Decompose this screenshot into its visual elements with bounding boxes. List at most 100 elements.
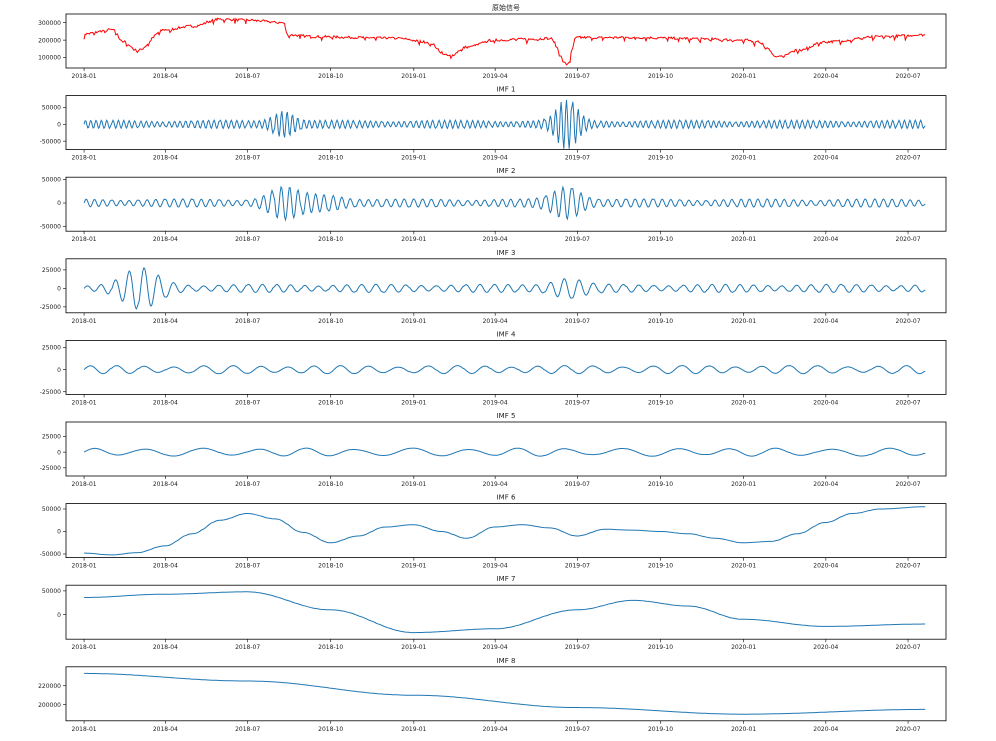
- subplot-6: IMF 5 -25000 0 25000 2018-01 2018-04 2018-07 20…: [40, 412, 947, 488]
- x-tick-label: 2020-01: [731, 236, 756, 243]
- subplot-4: IMF 3 -25000 0 25000 2018-01 2018-04 2018-07 20…: [40, 249, 947, 325]
- x-tick-label: 2019-01: [401, 155, 426, 162]
- x-tick-label: 2020-07: [896, 726, 921, 733]
- subplot-title: IMF 6: [497, 494, 516, 502]
- series-line: [84, 591, 926, 634]
- x-tick-label: 2018-01: [72, 236, 97, 243]
- x-tick-label: 2020-04: [813, 73, 838, 80]
- x-tick-label: 2019-01: [401, 644, 426, 651]
- x-tick-label: 2019-07: [565, 726, 590, 733]
- series-line: [84, 506, 926, 556]
- x-tick-label: 2018-04: [153, 236, 178, 243]
- x-tick-label: 2018-07: [235, 73, 260, 80]
- x-tick-label: 2019-04: [483, 644, 508, 651]
- series-line: [83, 447, 926, 457]
- axes-frame: [65, 584, 947, 640]
- x-tick-label: 2019-01: [401, 318, 426, 325]
- x-tick-label: 2019-07: [565, 481, 590, 488]
- x-tick-label: 2018-10: [318, 155, 343, 162]
- x-tick-label: 2020-01: [731, 563, 756, 570]
- x-tick-label: 2018-10: [318, 481, 343, 488]
- x-tick-label: 2020-01: [731, 155, 756, 162]
- x-tick-label: 2020-07: [896, 236, 921, 243]
- x-tick-label: 2018-01: [72, 399, 97, 406]
- x-tick-label: 2018-04: [153, 481, 178, 488]
- x-tick-label: 2018-10: [318, 726, 343, 733]
- y-tick-label: 0: [57, 449, 61, 456]
- x-tick-label: 2018-07: [235, 318, 260, 325]
- series-line: [83, 17, 926, 66]
- subplot-title: IMF 1: [497, 86, 516, 94]
- x-tick-label: 2020-07: [896, 73, 921, 80]
- x-tick-label: 2019-04: [483, 399, 508, 406]
- x-tick-label: 2019-07: [565, 563, 590, 570]
- y-tick-label: 200000: [38, 37, 61, 44]
- x-tick-label: 2020-07: [896, 481, 921, 488]
- x-tick-label: 2020-07: [896, 563, 921, 570]
- x-tick-label: 2019-04: [483, 236, 508, 243]
- y-tick-label: 25000: [42, 345, 61, 352]
- x-tick-label: 2018-07: [235, 155, 260, 162]
- y-tick-label: -25000: [40, 304, 61, 311]
- y-tick-label: 100000: [38, 55, 61, 62]
- subplot-title: IMF 8: [497, 657, 516, 665]
- subplot-title: IMF 2: [497, 167, 516, 175]
- axes-frame: [65, 13, 947, 69]
- series-line: [84, 672, 926, 715]
- x-tick-label: 2020-01: [731, 399, 756, 406]
- subplot-5: IMF 4 -25000 0 25000 2018-01 2018-04 2018-07 20…: [40, 330, 947, 406]
- x-tick-label: 2019-10: [648, 399, 673, 406]
- subplot-title: IMF 3: [497, 249, 516, 257]
- subplot-title: IMF 7: [497, 575, 516, 583]
- x-tick-label: 2020-07: [896, 644, 921, 651]
- y-tick-label: 25000: [42, 267, 61, 274]
- y-tick-label: 50000: [42, 177, 61, 184]
- y-tick-label: -50000: [40, 138, 61, 145]
- x-tick-label: 2019-10: [648, 644, 673, 651]
- axes-frame: [65, 503, 947, 559]
- y-tick-label: 220000: [38, 683, 61, 690]
- x-tick-label: 2018-07: [235, 399, 260, 406]
- axes-frame: [65, 95, 947, 150]
- x-tick-label: 2019-07: [565, 155, 590, 162]
- x-tick-label: 2018-04: [153, 563, 178, 570]
- x-tick-label: 2019-04: [483, 318, 508, 325]
- x-tick-label: 2018-01: [72, 73, 97, 80]
- x-tick-label: 2020-04: [813, 318, 838, 325]
- x-tick-label: 2020-04: [813, 155, 838, 162]
- y-tick-label: 0: [57, 612, 61, 619]
- x-tick-label: 2020-01: [731, 73, 756, 80]
- x-tick-label: 2018-10: [318, 318, 343, 325]
- x-tick-label: 2019-01: [401, 726, 426, 733]
- y-tick-label: 300000: [38, 20, 61, 27]
- x-tick-label: 2019-01: [401, 236, 426, 243]
- y-tick-label: 200000: [38, 702, 61, 709]
- y-tick-label: -50000: [40, 224, 61, 231]
- x-tick-label: 2020-04: [813, 481, 838, 488]
- subplot-9: IMF 8 200000 220000 2018-01 2018-04 2018-07 20…: [38, 657, 947, 733]
- x-tick-label: 2019-04: [483, 726, 508, 733]
- y-tick-label: -50000: [40, 551, 61, 558]
- axes-frame: [65, 666, 947, 722]
- x-tick-label: 2018-01: [72, 726, 97, 733]
- subplot-3: IMF 2 -50000 0 50000 2018-01 2018-04 2018-07 20…: [40, 167, 947, 243]
- x-tick-label: 2019-10: [648, 236, 673, 243]
- x-tick-label: 2019-04: [483, 73, 508, 80]
- x-tick-label: 2020-04: [813, 236, 838, 243]
- x-tick-label: 2018-07: [235, 563, 260, 570]
- y-tick-label: -25000: [40, 465, 61, 472]
- y-tick-label: 25000: [42, 434, 61, 441]
- x-tick-label: 2019-01: [401, 481, 426, 488]
- series-line: [83, 185, 926, 222]
- x-tick-label: 2020-01: [731, 318, 756, 325]
- y-tick-label: 50000: [42, 105, 61, 112]
- x-tick-label: 2019-07: [565, 644, 590, 651]
- x-tick-label: 2019-10: [648, 155, 673, 162]
- subplot-8: IMF 7 0 50000 2018-01 2018-04 2018-07 2018-10 2…: [42, 575, 947, 651]
- x-tick-label: 2018-01: [72, 318, 97, 325]
- x-tick-label: 2018-04: [153, 399, 178, 406]
- x-tick-label: 2020-04: [813, 644, 838, 651]
- subplot-1: 原始信号 100000 200000 300000 2018-01 2018-04 2018…: [38, 3, 947, 80]
- y-tick-label: 0: [57, 121, 61, 128]
- x-tick-label: 2020-01: [731, 726, 756, 733]
